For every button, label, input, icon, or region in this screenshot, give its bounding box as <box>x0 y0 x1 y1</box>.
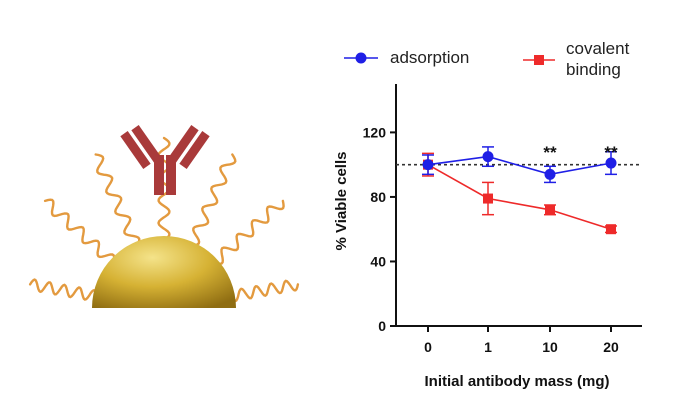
series-line <box>427 164 612 230</box>
peg-chain <box>213 199 285 266</box>
series-adsorption <box>422 146 617 184</box>
legend-label: covalent binding <box>566 39 630 79</box>
legend-marker <box>534 55 544 65</box>
legend-label: adsorption <box>390 48 469 67</box>
peg-chain <box>43 198 116 264</box>
legend: adsorption covalent binding <box>344 39 630 79</box>
peg-chain <box>28 278 99 301</box>
peg-chain <box>94 153 141 248</box>
data-point <box>544 168 556 180</box>
peg-chain <box>229 279 300 303</box>
x-tick-label: 10 <box>542 339 558 355</box>
antibody-icon <box>120 125 210 195</box>
peg-chain-icon <box>28 136 300 303</box>
y-tick-label: 120 <box>363 124 387 140</box>
data-point <box>545 204 555 215</box>
axes: 0 40 80 120 0 1 10 20 <box>363 84 642 355</box>
x-axis-title: Initial antibody mass (mg) <box>424 373 609 390</box>
data-point <box>606 224 616 235</box>
legend-item: adsorption <box>344 48 469 67</box>
x-tick-label: 20 <box>603 339 619 355</box>
gold-nanoparticle-icon <box>92 236 236 308</box>
data-point <box>605 157 617 169</box>
x-tick-label: 1 <box>484 339 492 355</box>
y-axis-title: % Viable cells <box>333 152 350 251</box>
x-tick-label: 0 <box>424 339 432 355</box>
y-tick-label: 40 <box>370 253 386 269</box>
legend-item: covalent binding <box>523 39 630 79</box>
data-point <box>483 193 493 204</box>
significance-annotation: ** <box>543 143 557 162</box>
data-point <box>422 159 434 171</box>
y-tick-label: 80 <box>370 189 386 205</box>
peg-chain <box>190 153 237 248</box>
significance-annotation: ** <box>604 143 618 162</box>
y-tick-label: 0 <box>378 318 386 334</box>
series-line <box>427 155 612 176</box>
nanoparticle-illustration <box>28 125 300 308</box>
legend-marker <box>355 52 367 64</box>
data-point <box>482 151 494 163</box>
plot-area: ** ** <box>396 143 642 235</box>
